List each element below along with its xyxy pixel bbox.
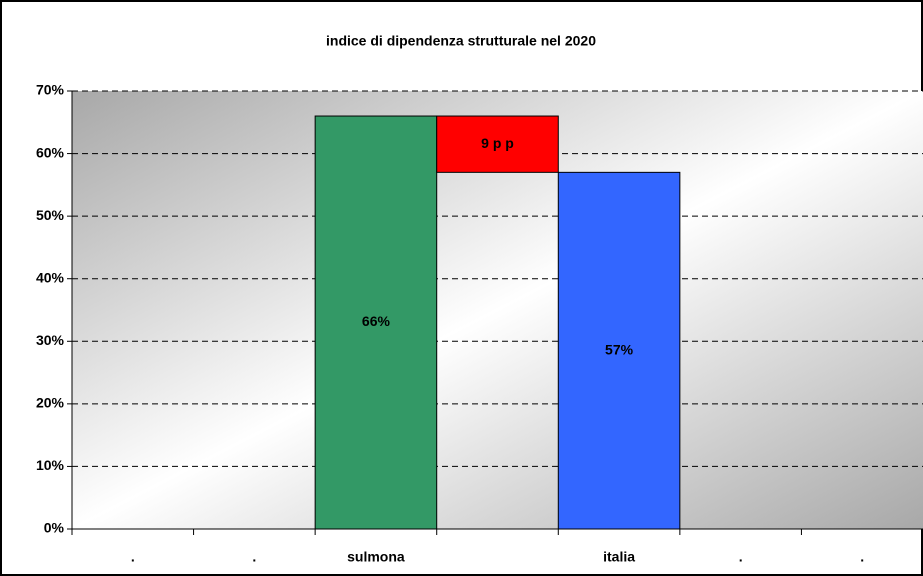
data-label: 57% [605,341,634,357]
y-tick-label: 10% [36,457,65,473]
x-tick-label: . [131,549,135,565]
y-tick-label: 20% [36,395,65,411]
y-tick-label: 40% [36,269,65,285]
bar [557,171,681,530]
y-tick-label: 50% [36,207,65,223]
x-tick-label: . [252,549,256,565]
x-tick-label: . [739,549,743,565]
y-tick-label: 60% [36,144,65,160]
x-tick-label: italia [603,549,635,565]
x-tick-label: sulmona [347,549,405,565]
y-tick-label: 0% [44,520,65,536]
bar [314,115,438,530]
chart-title: indice di dipendenza strutturale nel 202… [326,33,596,49]
data-label: 9 p p [481,135,514,151]
bar [436,115,559,173]
x-tick-label: . [860,549,864,565]
y-tick-label: 70% [36,82,65,98]
y-tick-label: 30% [36,332,65,348]
data-label: 66% [362,313,391,329]
